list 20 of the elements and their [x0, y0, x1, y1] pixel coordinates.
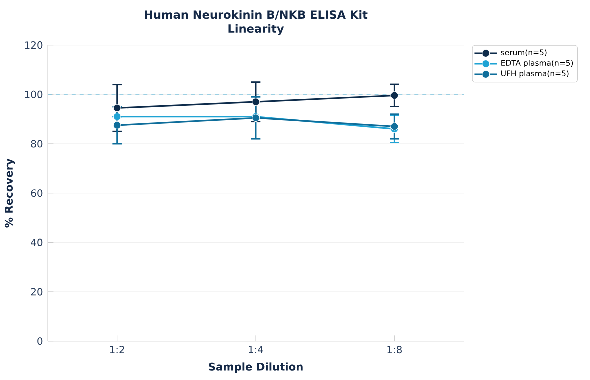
- x-tick-label: 1:8: [388, 346, 402, 354]
- x-tick-label: 1:4: [249, 346, 264, 354]
- point: [252, 98, 260, 106]
- y-tick-label: 120: [25, 42, 43, 50]
- y-tick-label: 20: [31, 288, 43, 296]
- y-tick-label: 100: [25, 90, 43, 98]
- point: [390, 122, 399, 131]
- y-tick-label: 60: [31, 190, 43, 198]
- chart-subtitle: Linearity: [228, 24, 284, 36]
- y-tick-label: 80: [31, 140, 43, 148]
- chart-title: Human Neurokinin B/NKB ELISA Kit: [145, 10, 368, 20]
- y-tick-label: 0: [38, 338, 43, 346]
- point: [113, 112, 122, 121]
- y-tick-label: 40: [31, 238, 43, 246]
- point: [390, 92, 399, 100]
- point: [113, 122, 122, 130]
- x-axis-title: Sample Dilution: [209, 362, 303, 373]
- point: [113, 104, 122, 112]
- y-axis-title: % Recovery: [4, 158, 16, 228]
- x-tick-label: 1:2: [110, 346, 124, 354]
